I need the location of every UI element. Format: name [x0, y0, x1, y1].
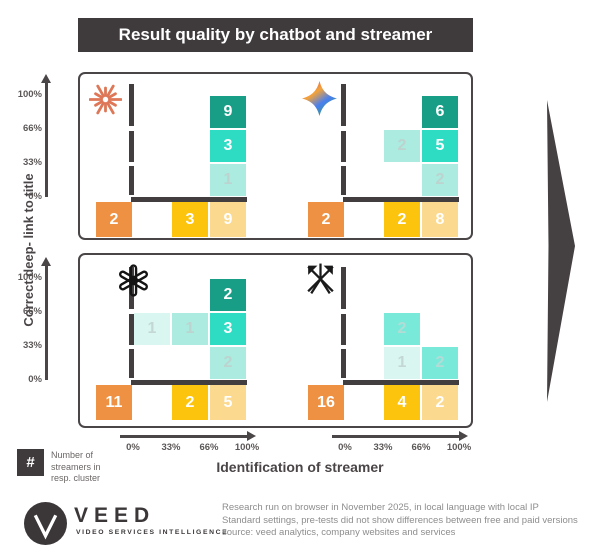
- cluster-cell: 2: [210, 347, 246, 379]
- cluster-cell: 4: [384, 385, 420, 420]
- brand-subtitle: VIDEO SERVICES INTELLIGENCE: [76, 529, 229, 536]
- y-threshold-line: [341, 349, 346, 378]
- y-threshold-line: [341, 314, 346, 345]
- cluster-cell: 3: [210, 313, 246, 345]
- y-tick-label: 0%: [28, 374, 42, 385]
- cluster-cell: 5: [210, 385, 246, 420]
- y-tick-label: 100%: [17, 89, 42, 100]
- cluster-cell: 5: [422, 130, 458, 162]
- cluster-cell: 2: [422, 385, 458, 420]
- cluster-cell: 16: [308, 385, 344, 420]
- cluster-cell: 3: [172, 202, 208, 237]
- grok-icon: [303, 261, 338, 302]
- y-threshold-line: [129, 131, 134, 162]
- x-axis-arrow: [332, 435, 460, 438]
- gemini-icon: [301, 80, 338, 122]
- y-threshold-line: [341, 267, 346, 309]
- y-threshold-line: [341, 131, 346, 162]
- y-axis-arrowhead: [41, 257, 51, 266]
- page-title: Result quality by chatbot and streamer: [78, 18, 473, 52]
- y-tick-label: 66%: [22, 306, 42, 317]
- x-tick-label: 33%: [373, 442, 393, 453]
- x-axis-arrowhead: [247, 431, 256, 441]
- footer-note-line: Research run on browser in November 2025…: [222, 502, 539, 513]
- cluster-cell: 8: [422, 202, 458, 237]
- x-threshold-line: [131, 197, 247, 202]
- cluster-cell: 1: [210, 164, 246, 196]
- y-threshold-line: [129, 84, 134, 126]
- cluster-cell: 1: [134, 313, 170, 345]
- y-tick-label: 0%: [28, 191, 42, 202]
- footer-note-line: source: veed analytics, company websites…: [222, 527, 456, 538]
- forward-arrow-icon: [540, 92, 582, 415]
- cluster-cell: 2: [422, 164, 458, 196]
- footer-note-line: Standard settings, pre-tests did not sho…: [222, 514, 578, 526]
- y-threshold-line: [129, 349, 134, 378]
- cluster-cell: 9: [210, 96, 246, 128]
- y-tick-label: 66%: [22, 123, 42, 134]
- x-threshold-line: [343, 197, 459, 202]
- y-axis-arrow: [45, 265, 48, 380]
- cluster-cell: 2: [172, 385, 208, 420]
- y-threshold-line: [341, 84, 346, 126]
- x-axis-arrow: [120, 435, 248, 438]
- y-axis-arrowhead: [41, 74, 51, 83]
- cluster-cell: 2: [384, 313, 420, 345]
- x-tick-label: 33%: [161, 442, 181, 453]
- x-threshold-line: [131, 380, 247, 385]
- cluster-cell: 2: [308, 202, 344, 237]
- cluster-cell: 9: [210, 202, 246, 237]
- x-tick-label: 0%: [126, 442, 140, 453]
- cluster-cell: 2: [422, 347, 458, 379]
- cluster-cell: 2: [96, 202, 132, 237]
- x-axis-arrowhead: [459, 431, 468, 441]
- chatgpt-icon: [117, 264, 150, 302]
- x-axis-title: Identification of streamer: [216, 459, 384, 475]
- legend-count-badge: #: [17, 449, 44, 476]
- x-tick-label: 0%: [338, 442, 352, 453]
- cluster-cell: 3: [210, 130, 246, 162]
- cluster-cell: 2: [384, 202, 420, 237]
- cluster-cell: 1: [384, 347, 420, 379]
- x-tick-label: 100%: [234, 442, 260, 453]
- x-threshold-line: [343, 380, 459, 385]
- x-tick-label: 66%: [411, 442, 431, 453]
- legend-label: Number of streamers in resp. cluster: [51, 450, 101, 483]
- y-tick-label: 33%: [22, 157, 42, 168]
- cluster-cell: 6: [422, 96, 458, 128]
- y-tick-label: 33%: [22, 340, 42, 351]
- cluster-cell: 2: [384, 130, 420, 162]
- veed-logo: [24, 502, 67, 550]
- cluster-cell: 2: [210, 279, 246, 311]
- y-threshold-line: [129, 166, 134, 195]
- y-tick-label: 100%: [17, 272, 42, 283]
- cluster-cell: 11: [96, 385, 132, 420]
- claude-icon: [88, 83, 123, 121]
- footer-notes: Research run on browser in November 2025…: [222, 502, 597, 540]
- cluster-cell: 1: [172, 313, 208, 345]
- y-threshold-line: [129, 314, 134, 345]
- x-tick-label: 66%: [199, 442, 219, 453]
- brand-name: VEED: [74, 504, 156, 527]
- y-axis-arrow: [45, 82, 48, 197]
- y-threshold-line: [341, 166, 346, 195]
- x-tick-label: 100%: [446, 442, 472, 453]
